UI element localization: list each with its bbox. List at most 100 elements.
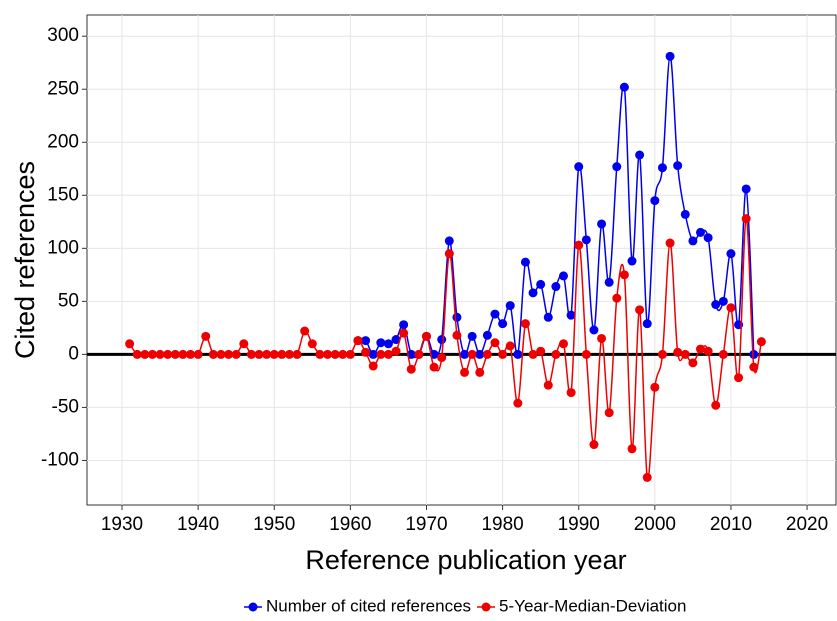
data-point — [604, 277, 614, 287]
data-point — [490, 309, 500, 319]
data-point — [619, 270, 629, 280]
x-tick-label: 1930 — [101, 514, 143, 535]
x-tick-label: 2000 — [634, 514, 676, 535]
data-point — [460, 349, 470, 359]
data-point — [597, 219, 607, 229]
data-point — [186, 349, 196, 359]
data-point — [657, 163, 667, 173]
data-point — [665, 51, 675, 61]
data-point — [650, 196, 660, 206]
data-point — [528, 349, 538, 359]
data-point — [330, 349, 340, 359]
data-point — [368, 349, 378, 359]
data-point — [688, 236, 698, 246]
data-point — [528, 288, 538, 298]
data-point — [482, 349, 492, 359]
data-point — [574, 240, 584, 250]
data-point — [140, 349, 150, 359]
data-point — [429, 362, 439, 372]
data-point — [300, 326, 310, 336]
data-point — [597, 333, 607, 343]
data-point — [361, 336, 371, 346]
data-point — [376, 338, 386, 348]
data-point — [718, 296, 728, 306]
data-point — [680, 209, 690, 219]
data-point — [147, 349, 157, 359]
data-point — [543, 380, 553, 390]
data-point — [193, 349, 203, 359]
data-point — [383, 339, 393, 349]
data-point — [132, 349, 142, 359]
data-point — [231, 349, 241, 359]
y-tick-label: 100 — [47, 237, 79, 258]
data-point — [589, 325, 599, 335]
data-point — [208, 349, 218, 359]
data-point — [589, 440, 599, 450]
data-point — [703, 346, 713, 356]
data-point — [224, 349, 234, 359]
data-point — [338, 349, 348, 359]
data-point — [604, 408, 614, 418]
data-point — [718, 349, 728, 359]
x-tick-label: 2020 — [786, 514, 828, 535]
data-point — [376, 349, 386, 359]
data-point — [383, 349, 393, 359]
data-point — [665, 238, 675, 248]
data-point — [627, 444, 637, 454]
data-point — [391, 346, 401, 356]
data-point — [696, 227, 706, 237]
data-point — [505, 301, 515, 311]
data-point — [467, 331, 477, 341]
data-point — [170, 349, 180, 359]
y-axis-title: Cited references — [10, 161, 40, 359]
data-point — [513, 349, 523, 359]
data-point — [262, 349, 272, 359]
legend-marker — [248, 602, 258, 612]
y-tick-label: 150 — [47, 184, 79, 205]
data-point — [368, 361, 378, 371]
data-point — [741, 214, 751, 224]
y-tick-label: 50 — [58, 290, 79, 311]
data-point — [391, 335, 401, 345]
data-point — [635, 150, 645, 160]
data-point — [475, 367, 485, 377]
data-point — [520, 319, 530, 329]
y-tick-label: 200 — [47, 131, 79, 152]
data-point — [444, 249, 454, 259]
data-point — [406, 364, 416, 374]
data-point — [452, 312, 462, 322]
data-point — [437, 335, 447, 345]
data-point — [399, 320, 409, 330]
legend-label: Number of cited references — [266, 596, 471, 615]
y-tick-label: -100 — [41, 449, 79, 470]
data-point — [696, 344, 706, 354]
data-point — [726, 249, 736, 259]
legend-label: 5-Year-Median-Deviation — [499, 596, 686, 615]
data-point — [444, 236, 454, 246]
data-point — [574, 162, 584, 172]
x-tick-label: 1980 — [481, 514, 523, 535]
data-point — [581, 349, 591, 359]
x-tick-label: 1940 — [177, 514, 219, 535]
data-point — [277, 349, 287, 359]
data-point — [635, 305, 645, 315]
data-point — [269, 349, 279, 359]
data-point — [680, 349, 690, 359]
data-point — [741, 184, 751, 194]
y-tick-label: -50 — [52, 396, 79, 417]
data-point — [673, 161, 683, 171]
data-point — [475, 349, 485, 359]
data-point — [566, 310, 576, 320]
data-point — [460, 367, 470, 377]
data-point — [467, 349, 477, 359]
y-tick-label: 0 — [68, 343, 79, 364]
data-point — [421, 331, 431, 341]
y-tick-label: 250 — [47, 78, 79, 99]
data-point — [345, 349, 355, 359]
data-point — [513, 398, 523, 408]
data-point — [490, 338, 500, 348]
data-point — [543, 312, 553, 322]
data-point — [536, 346, 546, 356]
data-point — [627, 256, 637, 266]
